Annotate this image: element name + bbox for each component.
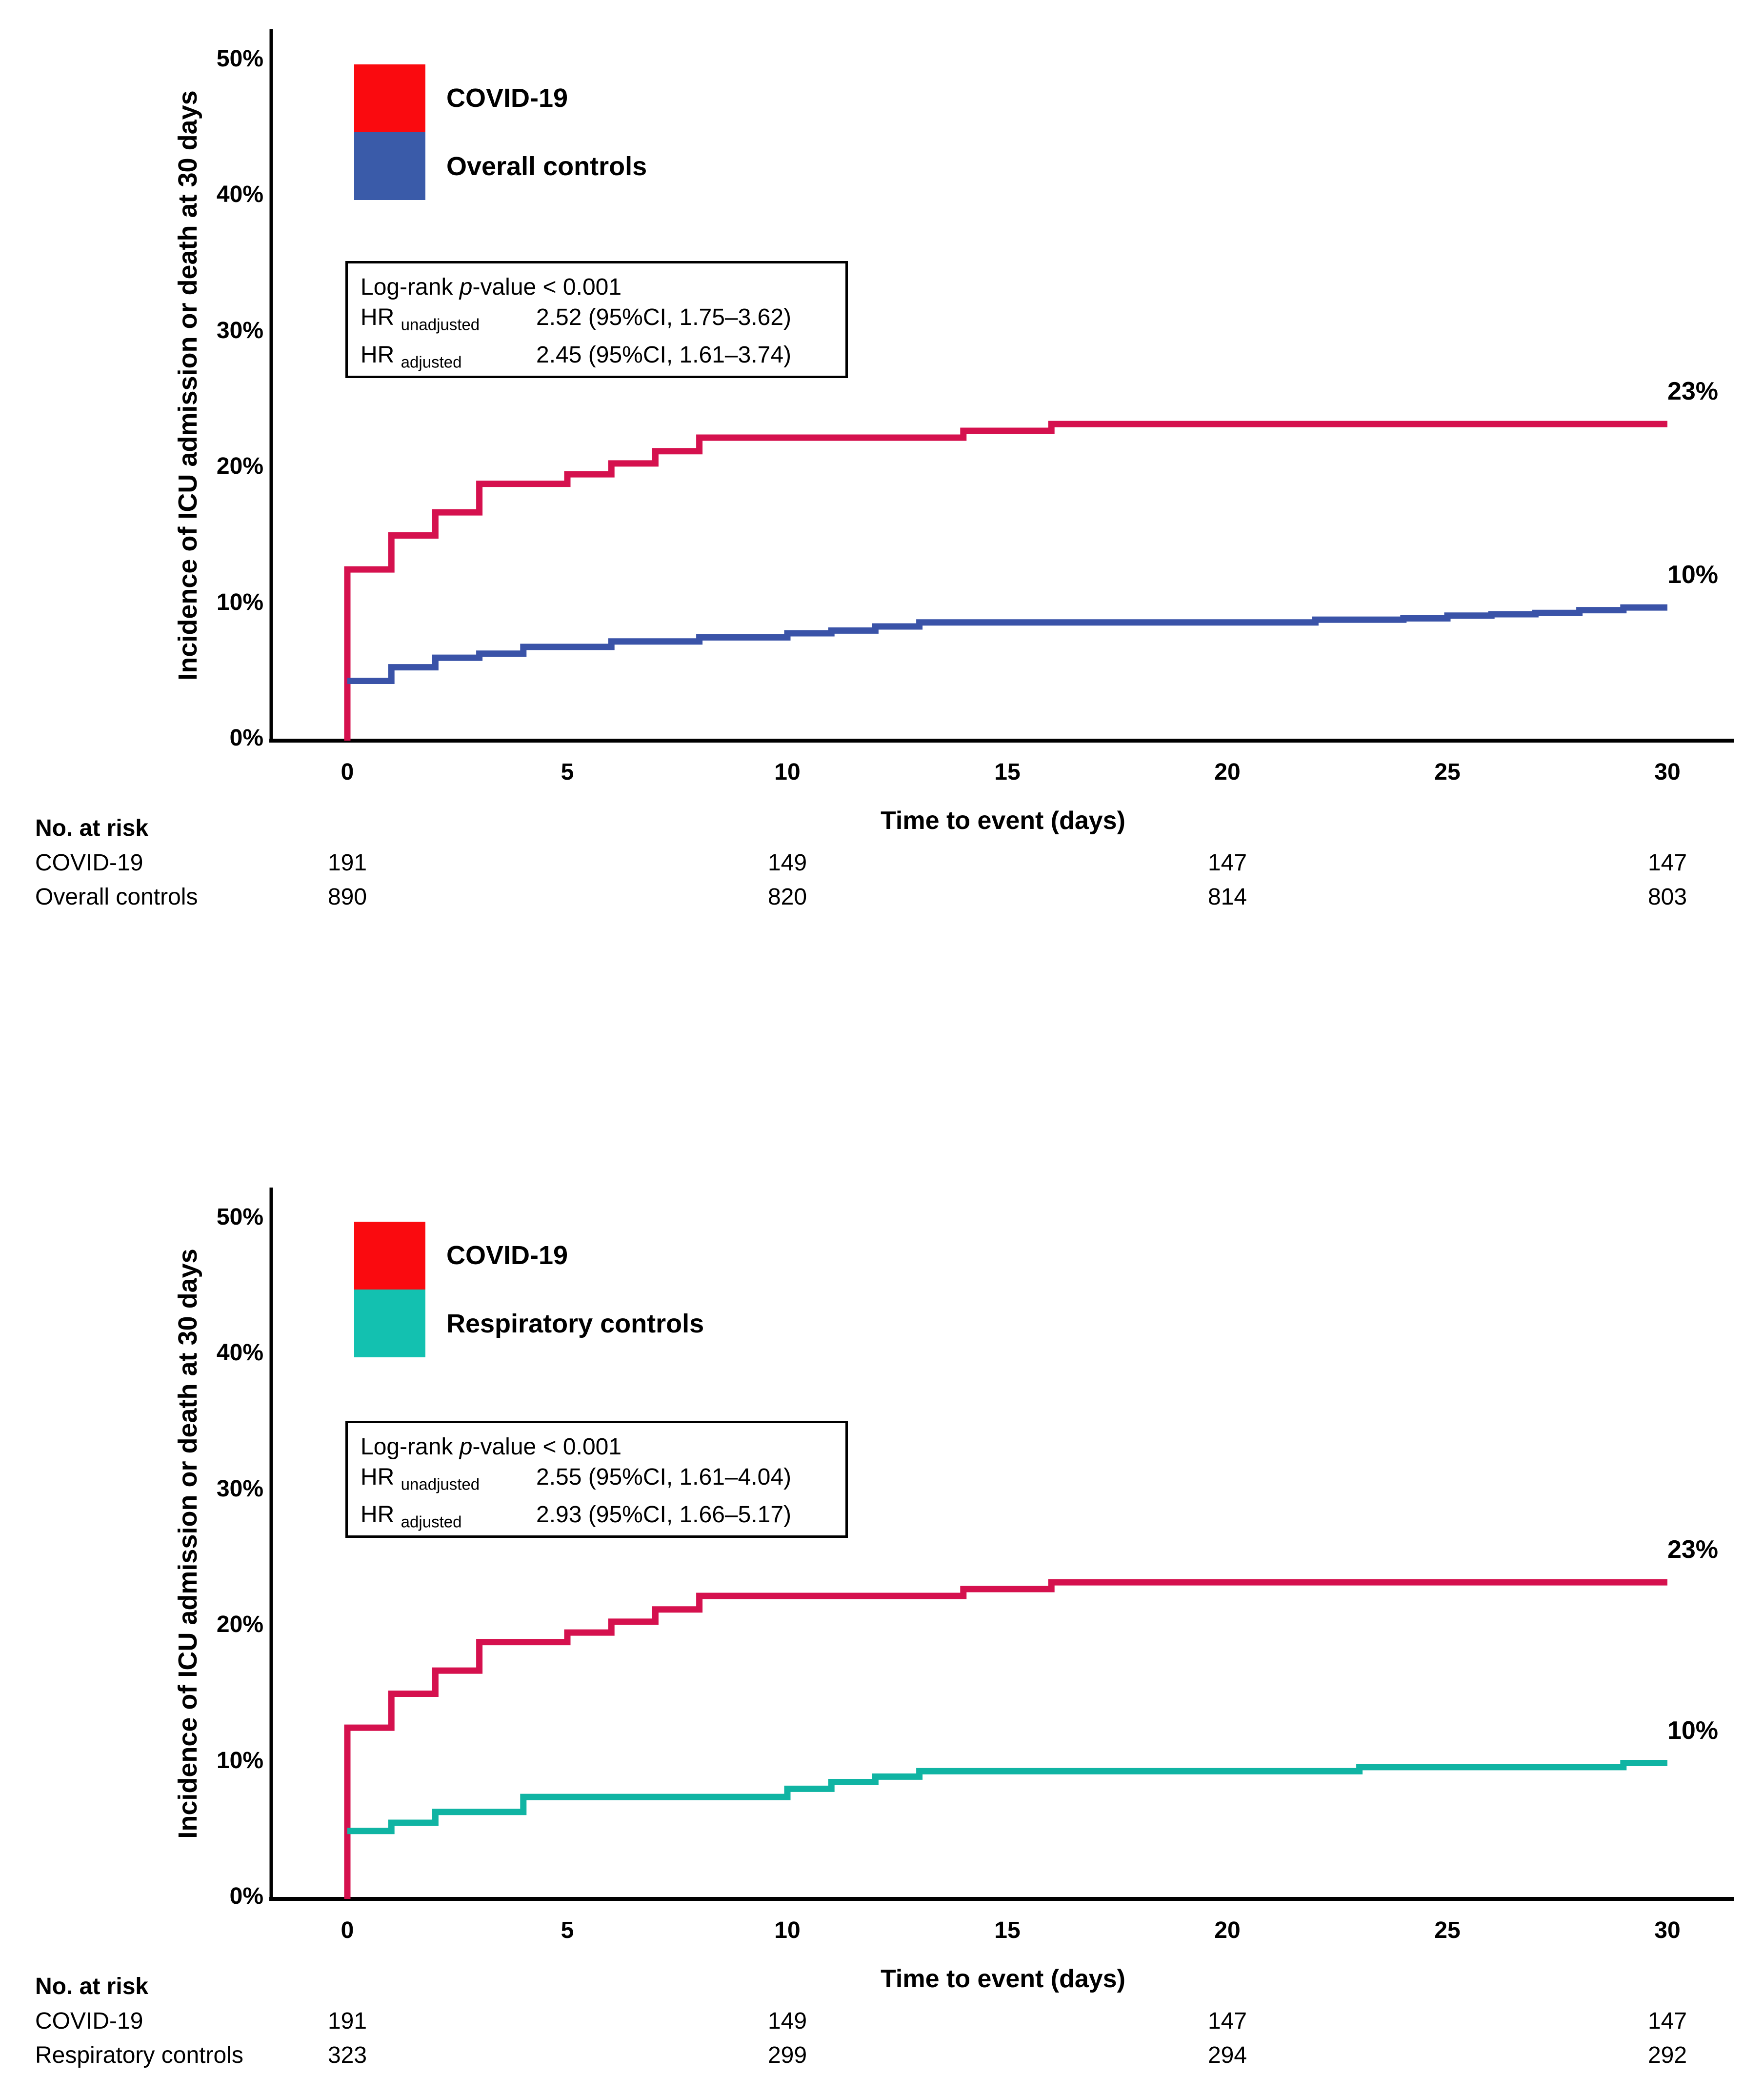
risk-value: 149 bbox=[767, 2008, 807, 2034]
x-tick-label: 30 bbox=[1654, 1917, 1681, 1943]
y-tick-label: 40% bbox=[216, 181, 263, 207]
x-tick-label: 15 bbox=[994, 1917, 1021, 1943]
y-tick-label: 0% bbox=[229, 725, 263, 751]
risk-row-label-respiratory-controls: Respiratory controls bbox=[35, 2042, 243, 2068]
legend-label-covid: COVID-19 bbox=[446, 83, 568, 113]
risk-value: 803 bbox=[1647, 884, 1687, 910]
stats-box: Log-rank p-value < 0.001 HR unadjusted 2.… bbox=[345, 1421, 848, 1538]
risk-value: 292 bbox=[1647, 2042, 1687, 2068]
curve-covid-19 bbox=[344, 421, 1667, 741]
legend-label-covid: COVID-19 bbox=[446, 1241, 568, 1270]
legend-swatch-overall-controls bbox=[354, 132, 425, 200]
risk-value: 191 bbox=[327, 850, 367, 876]
logrank-line: Log-rank p-value < 0.001 bbox=[361, 274, 622, 300]
logrank-line: Log-rank p-value < 0.001 bbox=[361, 1434, 622, 1460]
x-tick-label: 25 bbox=[1434, 759, 1461, 785]
y-tick-label: 10% bbox=[216, 1747, 263, 1774]
hr-unadjusted-line: HR unadjusted 2.55 (95%CI, 1.61–4.04) bbox=[361, 1464, 792, 1493]
end-value-label: 23% bbox=[1667, 377, 1719, 406]
legend-label-respiratory-controls: Respiratory controls bbox=[446, 1309, 704, 1338]
risk-table-header: No. at risk bbox=[35, 815, 149, 841]
risk-value: 147 bbox=[1647, 2008, 1687, 2034]
end-value-label: 10% bbox=[1667, 1716, 1719, 1745]
stats-box: Log-rank p-value < 0.001 HR unadjusted 2.… bbox=[345, 261, 848, 378]
x-tick-label: 20 bbox=[1214, 1917, 1241, 1943]
x-tick-label: 25 bbox=[1434, 1917, 1461, 1943]
risk-value: 820 bbox=[767, 884, 807, 910]
risk-value: 191 bbox=[327, 2008, 367, 2034]
y-tick-label: 20% bbox=[216, 1612, 263, 1637]
risk-value: 147 bbox=[1647, 850, 1687, 876]
y-tick-label: 20% bbox=[216, 453, 263, 479]
x-axis-label: Time to event (days) bbox=[881, 1965, 1125, 1993]
risk-value: 147 bbox=[1207, 850, 1247, 876]
x-tick-label: 20 bbox=[1214, 759, 1241, 785]
y-tick-label: 0% bbox=[229, 1883, 263, 1909]
curve-respiratory-controls bbox=[347, 1760, 1667, 1834]
risk-table-header: No. at risk bbox=[35, 1974, 149, 1999]
risk-row-label-overall-controls: Overall controls bbox=[35, 884, 198, 910]
risk-row-label-covid: COVID-19 bbox=[35, 2008, 143, 2034]
x-tick-label: 15 bbox=[994, 759, 1021, 785]
x-tick-label: 10 bbox=[774, 1917, 801, 1943]
y-tick-label: 50% bbox=[216, 1204, 263, 1230]
y-tick-label: 50% bbox=[216, 45, 263, 72]
y-tick-label: 10% bbox=[216, 589, 263, 615]
end-value-label: 10% bbox=[1667, 561, 1719, 589]
curve-covid-19 bbox=[344, 1579, 1667, 1899]
x-tick-label: 30 bbox=[1654, 759, 1681, 785]
legend-swatch-covid bbox=[354, 1222, 425, 1290]
hr-adjusted-line: HR adjusted 2.93 (95%CI, 1.66–5.17) bbox=[361, 1501, 792, 1531]
risk-value: 890 bbox=[327, 884, 367, 910]
risk-value: 814 bbox=[1207, 884, 1247, 910]
x-tick-label: 0 bbox=[341, 759, 354, 785]
legend-swatch-covid bbox=[354, 64, 425, 132]
hr-adjusted-line: HR adjusted 2.45 (95%CI, 1.61–3.74) bbox=[361, 342, 792, 371]
risk-value: 323 bbox=[327, 2042, 367, 2068]
legend-label-overall-controls: Overall controls bbox=[446, 152, 647, 181]
x-tick-label: 5 bbox=[561, 1917, 574, 1943]
x-axis-label: Time to event (days) bbox=[881, 806, 1125, 835]
risk-value: 294 bbox=[1207, 2042, 1247, 2068]
end-value-label: 23% bbox=[1667, 1535, 1719, 1564]
hr-unadjusted-line: HR unadjusted 2.52 (95%CI, 1.75–3.62) bbox=[361, 304, 792, 334]
risk-value: 299 bbox=[767, 2042, 807, 2068]
curve-overall-controls bbox=[347, 604, 1667, 684]
x-tick-label: 0 bbox=[341, 1917, 354, 1943]
x-tick-label: 5 bbox=[561, 759, 574, 785]
y-tick-label: 40% bbox=[216, 1340, 263, 1366]
risk-value: 149 bbox=[767, 850, 807, 876]
x-tick-label: 10 bbox=[774, 759, 801, 785]
risk-value: 147 bbox=[1207, 2008, 1247, 2034]
risk-row-label-covid: COVID-19 bbox=[35, 850, 143, 876]
y-tick-label: 30% bbox=[216, 317, 263, 343]
legend-swatch-respiratory-controls bbox=[354, 1290, 425, 1357]
y-tick-label: 30% bbox=[216, 1475, 263, 1502]
